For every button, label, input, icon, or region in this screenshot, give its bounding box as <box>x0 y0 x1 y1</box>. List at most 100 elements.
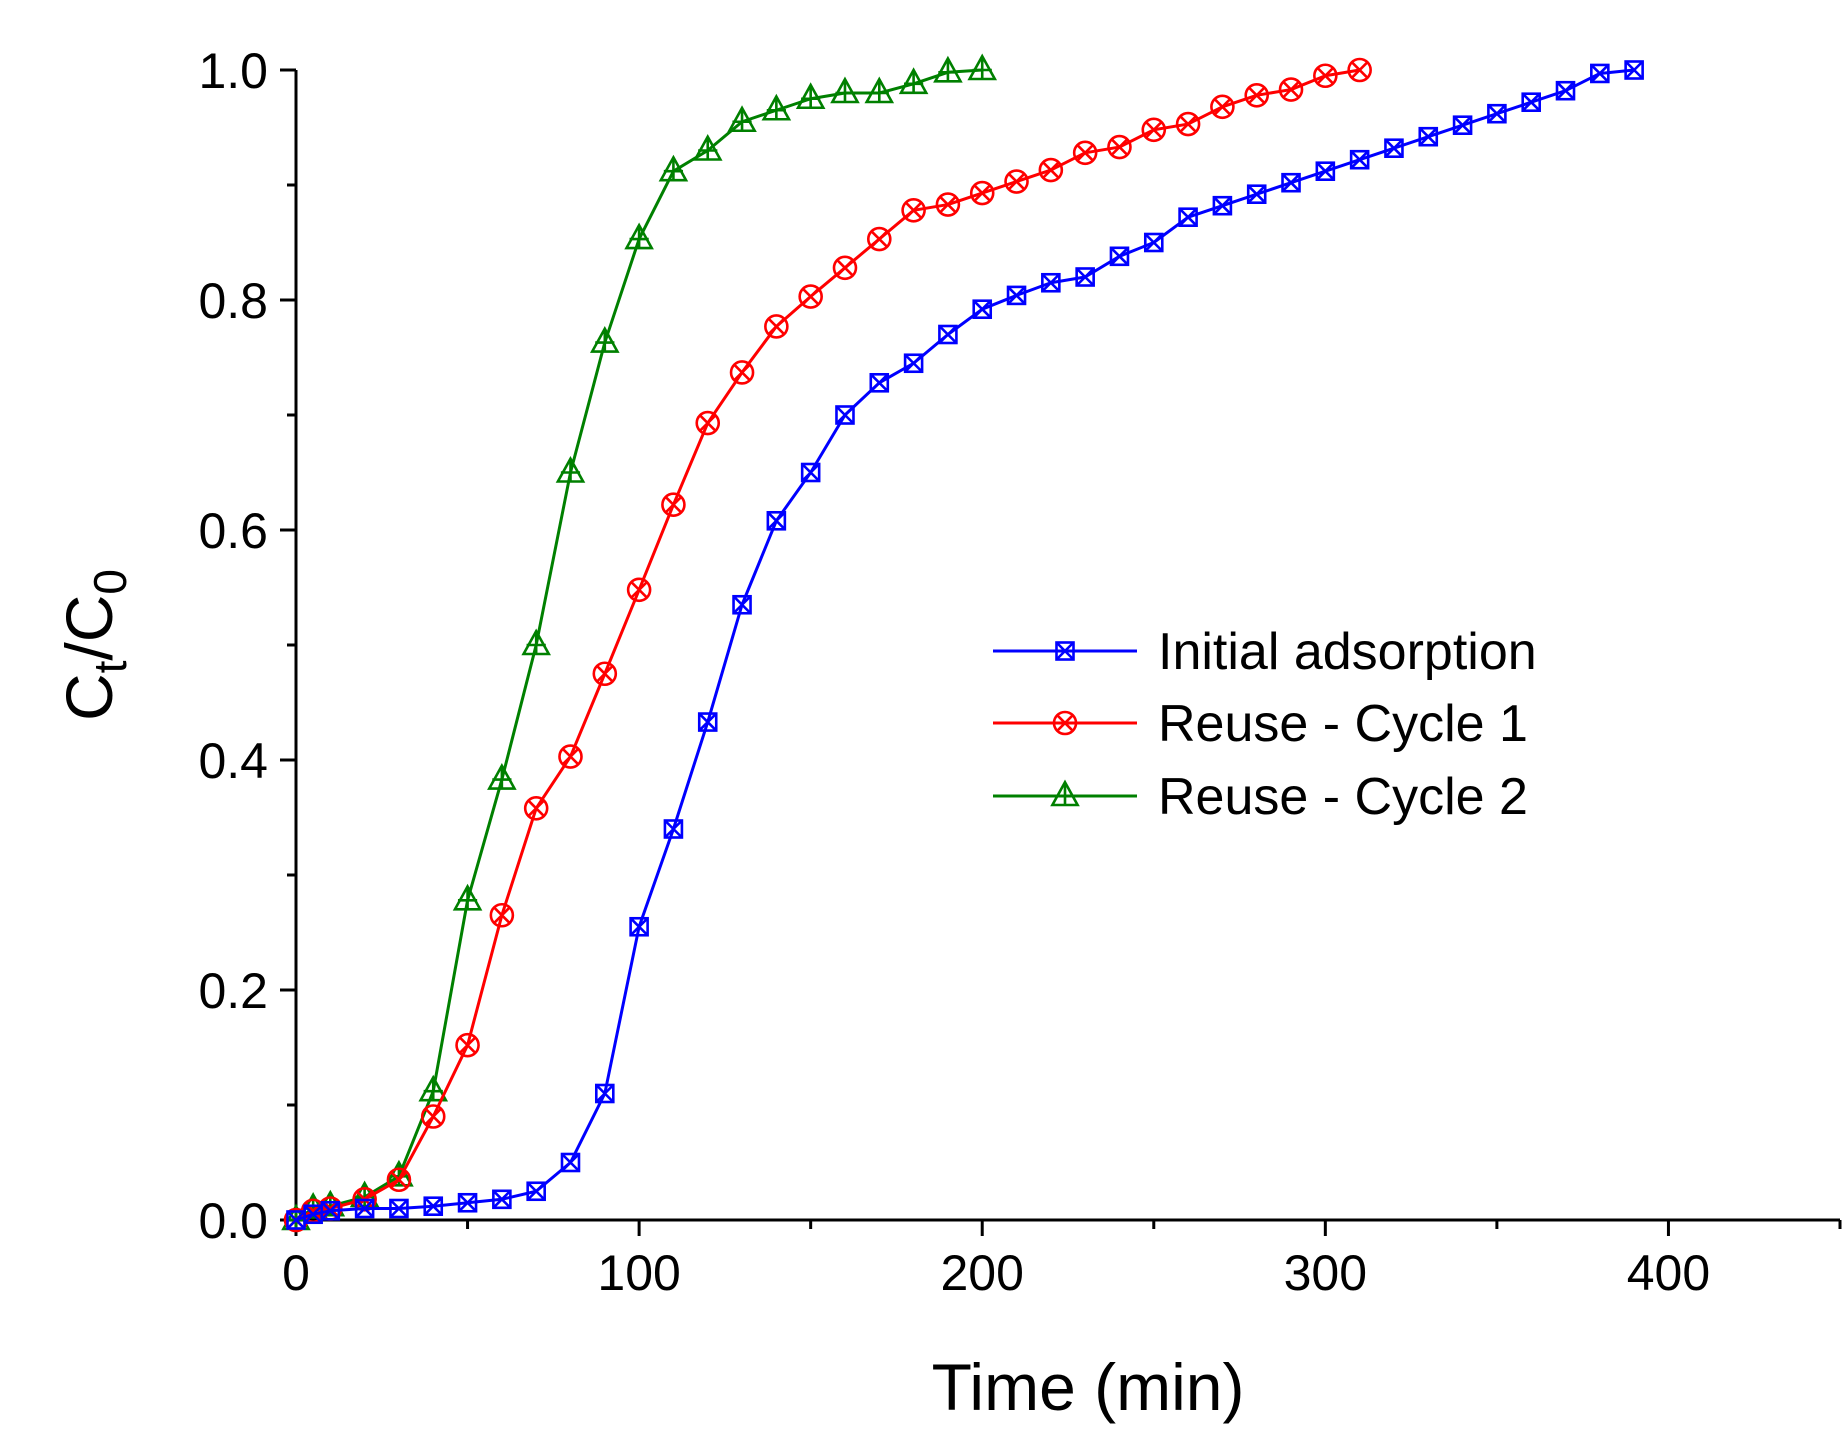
data-point <box>898 67 929 95</box>
data-point <box>869 372 890 393</box>
data-point <box>663 819 684 839</box>
data-point <box>761 93 792 121</box>
data-point <box>798 284 823 309</box>
legend-label: Reuse - Cycle 2 <box>1158 768 1528 826</box>
data-point <box>1384 138 1404 158</box>
data-point <box>938 324 958 345</box>
data-point <box>1109 246 1130 267</box>
legend-item: Reuse - Cycle 2 <box>993 768 1528 826</box>
legend-label: Initial adsorption <box>1158 623 1537 681</box>
series-2 <box>283 57 1372 1233</box>
data-point <box>1038 157 1064 183</box>
legend-label: Reuse - Cycle 1 <box>1158 695 1528 753</box>
data-point <box>692 134 723 161</box>
data-point <box>1452 115 1473 135</box>
data-point <box>1004 169 1029 194</box>
data-point <box>1521 92 1541 112</box>
data-point <box>901 198 926 223</box>
data-point <box>457 1192 478 1213</box>
data-point <box>492 1189 512 1210</box>
data-point <box>521 628 551 656</box>
data-point <box>967 53 998 81</box>
axes: 0 100 200 300 400 0.0 0.2 0.4 0.6 0.8 1.0 <box>198 43 1842 1301</box>
data-point <box>1281 172 1301 193</box>
data-point <box>697 712 718 732</box>
y-axis-title-main: C <box>52 673 126 721</box>
data-point <box>1178 207 1198 227</box>
legend-item: Reuse - Cycle 1 <box>993 695 1528 753</box>
legend-marker <box>1055 641 1075 661</box>
data-point <box>629 916 649 937</box>
data-point <box>386 1167 412 1193</box>
data-point <box>1107 134 1132 160</box>
x-tick-label: 100 <box>597 1245 680 1301</box>
y-tick-label: 0.4 <box>198 733 268 789</box>
data-point <box>1212 195 1233 216</box>
x-tick-label: 400 <box>1627 1245 1710 1301</box>
data-point <box>1418 126 1439 147</box>
data-point <box>830 76 860 104</box>
data-point <box>1349 149 1370 170</box>
data-point <box>1313 63 1338 89</box>
data-point <box>452 883 483 911</box>
y-tick-label: 0.6 <box>198 503 268 559</box>
data-point <box>626 577 652 603</box>
data-point <box>1210 94 1235 120</box>
x-ticks: 0 100 200 300 400 <box>282 1220 1842 1301</box>
series-line <box>295 68 983 1222</box>
data-point <box>972 299 993 320</box>
data-point <box>795 82 826 110</box>
data-point <box>1075 267 1095 287</box>
data-point <box>523 795 549 821</box>
legend-marker <box>1050 779 1080 807</box>
data-point <box>1315 161 1336 181</box>
data-point <box>729 360 755 385</box>
data-point <box>487 763 517 790</box>
y-axis-title: Ct/C0 <box>52 569 136 721</box>
y-tick-label: 1.0 <box>198 43 268 99</box>
data-point <box>489 902 515 928</box>
data-point <box>1246 184 1267 204</box>
data-point <box>695 410 721 436</box>
legend-item: Initial adsorption <box>993 623 1537 681</box>
data-point <box>624 222 654 250</box>
data-point <box>560 1152 581 1173</box>
data-point <box>455 1032 480 1058</box>
data-point <box>1278 77 1304 102</box>
data-point <box>1624 60 1644 80</box>
data-point <box>864 76 895 104</box>
data-point <box>1175 111 1201 137</box>
data-point <box>1141 117 1167 143</box>
data-point <box>732 594 752 615</box>
data-point <box>661 492 686 518</box>
data-point <box>903 353 924 374</box>
y-tick-label: 0.2 <box>198 963 268 1019</box>
legend-marker <box>1052 710 1078 736</box>
data-point <box>594 1083 615 1104</box>
data-point <box>420 1104 446 1129</box>
data-point <box>835 405 855 425</box>
series-layer <box>281 53 1644 1233</box>
data-point <box>832 255 858 281</box>
y-ticks: 0.0 0.2 0.4 0.6 0.8 1.0 <box>198 43 296 1249</box>
data-point <box>589 326 620 353</box>
data-point <box>866 226 892 252</box>
y-axis-title-sub2: 0 <box>84 569 136 595</box>
data-point <box>592 661 618 687</box>
data-point <box>558 744 583 769</box>
data-point <box>354 1198 375 1219</box>
series-1 <box>286 60 1644 1230</box>
data-point <box>389 1198 409 1219</box>
data-point <box>933 55 963 83</box>
data-point <box>727 105 757 133</box>
data-point <box>766 510 787 531</box>
data-point <box>969 180 995 206</box>
data-point <box>1555 80 1576 101</box>
data-point <box>1347 57 1372 83</box>
x-tick-label: 300 <box>1284 1245 1367 1301</box>
data-point <box>658 154 689 182</box>
data-point <box>1072 140 1098 166</box>
data-point <box>1244 83 1270 108</box>
data-point <box>1487 103 1507 124</box>
